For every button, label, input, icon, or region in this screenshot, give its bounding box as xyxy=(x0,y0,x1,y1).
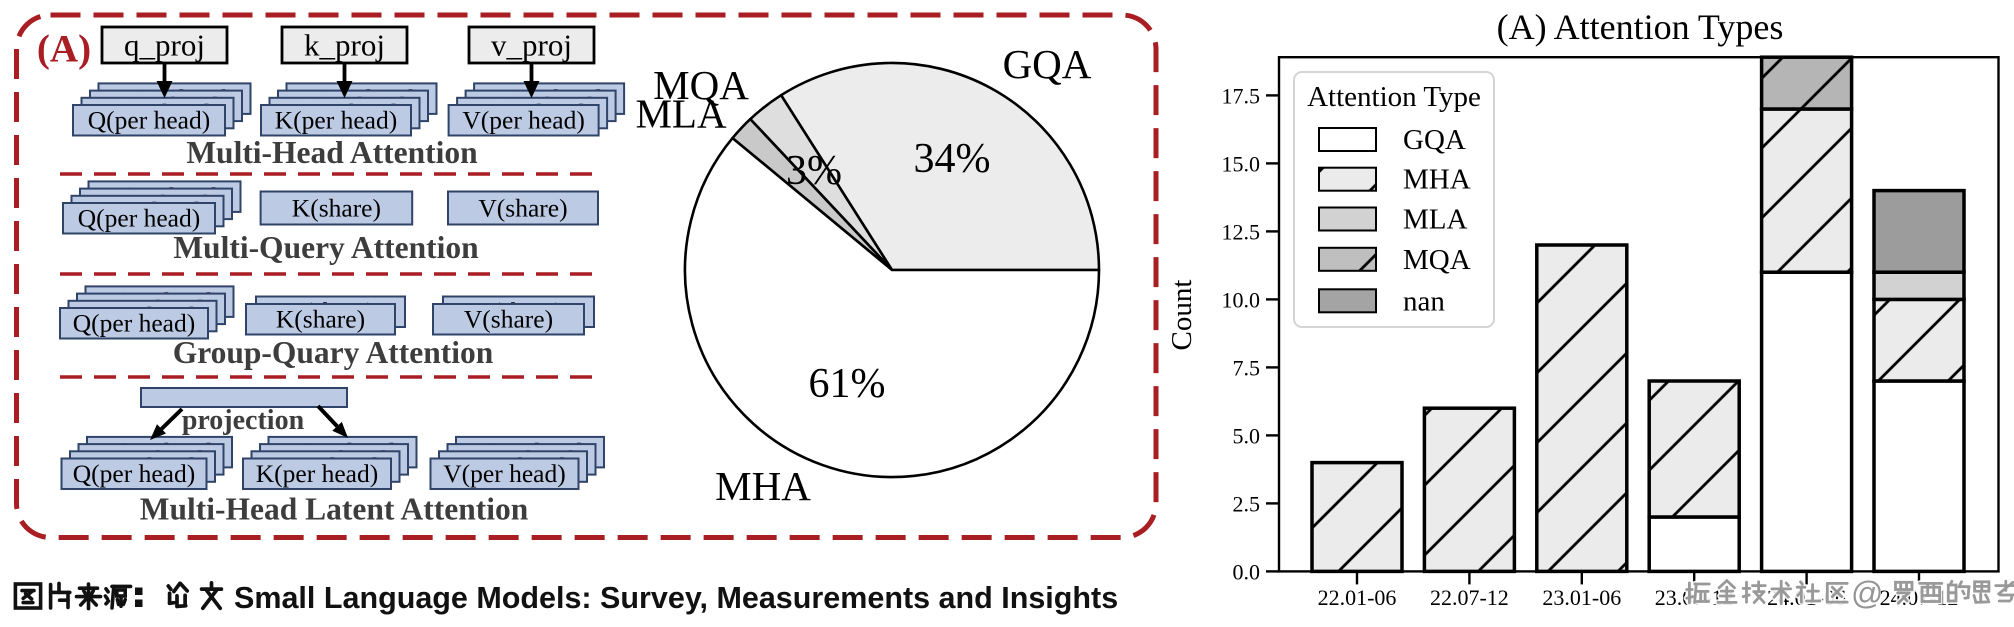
svg-text:K(share): K(share) xyxy=(292,193,381,222)
svg-text:k_proj: k_proj xyxy=(304,28,385,63)
svg-text:GQA: GQA xyxy=(1003,41,1092,87)
svg-text:Q(per head): Q(per head) xyxy=(73,309,195,338)
svg-text:23.01-06: 23.01-06 xyxy=(1542,585,1621,610)
svg-text:projection: projection xyxy=(182,405,305,436)
svg-text:MQA: MQA xyxy=(653,62,749,108)
svg-text:Multi-Head Attention: Multi-Head Attention xyxy=(186,135,478,170)
svg-text:34%: 34% xyxy=(914,136,991,182)
svg-text:K(per head): K(per head) xyxy=(275,106,397,135)
svg-text:MHA: MHA xyxy=(715,463,811,509)
svg-text:MQA: MQA xyxy=(1403,244,1471,276)
svg-text:(A): (A) xyxy=(37,28,91,71)
svg-text:Multi-Head Latent Attention: Multi-Head Latent Attention xyxy=(140,492,529,527)
svg-text:22.07-12: 22.07-12 xyxy=(1430,585,1509,610)
svg-text:Q(per head): Q(per head) xyxy=(88,106,210,135)
svg-text:(A) Attention Types: (A) Attention Types xyxy=(1497,7,1784,47)
svg-text:V(share): V(share) xyxy=(478,193,567,222)
svg-text:Q(per head): Q(per head) xyxy=(78,204,200,233)
svg-text:V(per head): V(per head) xyxy=(462,106,584,135)
svg-text:@: @ xyxy=(1851,575,1883,611)
svg-text:2.5: 2.5 xyxy=(1233,491,1261,516)
svg-text:Small Language Models: Survey,: Small Language Models: Survey, Measureme… xyxy=(234,581,1118,615)
svg-text:3%: 3% xyxy=(786,148,842,194)
svg-text:GQA: GQA xyxy=(1403,124,1466,156)
svg-text:v_proj: v_proj xyxy=(491,28,572,63)
svg-text:q_proj: q_proj xyxy=(124,28,205,63)
svg-text:MHA: MHA xyxy=(1403,164,1471,196)
svg-text:nan: nan xyxy=(1403,285,1445,317)
svg-text:5.0: 5.0 xyxy=(1233,423,1261,448)
svg-text:0.0: 0.0 xyxy=(1233,559,1261,584)
svg-text:MLA: MLA xyxy=(635,91,727,137)
svg-text:Multi-Query Attention: Multi-Query Attention xyxy=(173,230,479,265)
svg-text:Count: Count xyxy=(1166,280,1198,351)
svg-text:Q(per head): Q(per head) xyxy=(73,459,195,488)
svg-text:V(share): V(share) xyxy=(464,305,553,334)
svg-text:Attention Type: Attention Type xyxy=(1307,81,1481,113)
svg-text:MLA: MLA xyxy=(1403,204,1468,236)
svg-text:61%: 61% xyxy=(809,361,886,407)
svg-text:V(per head): V(per head) xyxy=(443,459,565,488)
svg-text:17.5: 17.5 xyxy=(1222,83,1261,108)
svg-text:K(per head): K(per head) xyxy=(256,459,378,488)
svg-text:22.01-06: 22.01-06 xyxy=(1318,585,1397,610)
svg-text:Group-Quary Attention: Group-Quary Attention xyxy=(173,335,494,370)
svg-text:12.5: 12.5 xyxy=(1222,219,1261,244)
svg-text:7.5: 7.5 xyxy=(1233,355,1261,380)
svg-text:10.0: 10.0 xyxy=(1222,287,1261,312)
svg-text:K(share): K(share) xyxy=(276,305,365,334)
svg-text:15.0: 15.0 xyxy=(1222,151,1261,176)
